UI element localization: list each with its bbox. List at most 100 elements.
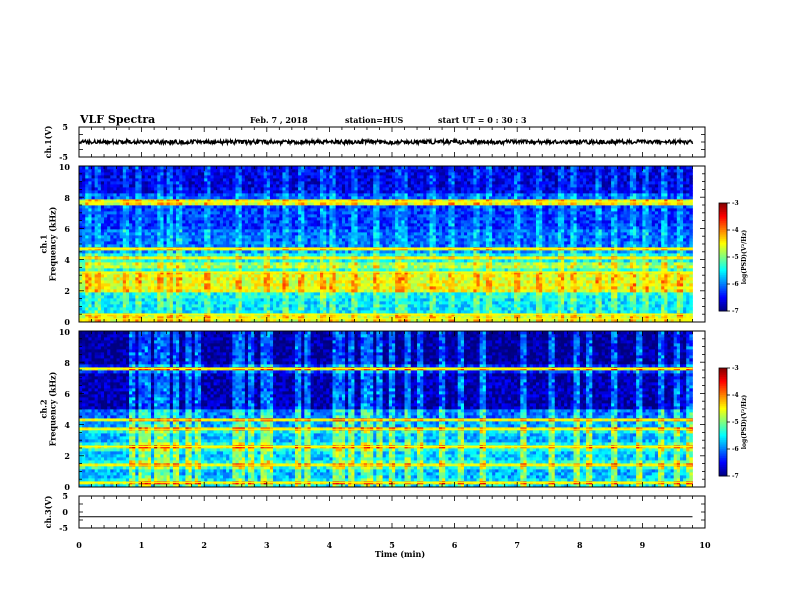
ch1-spectrogram-cell xyxy=(313,274,318,278)
ch1-spectrogram-cell xyxy=(204,181,208,185)
ch1-spectrogram-cell xyxy=(263,166,268,170)
ch1-spectrogram-cell xyxy=(320,232,324,236)
ch1-spectrogram-cell xyxy=(150,304,155,308)
ch1-spectrogram-cell xyxy=(260,169,265,173)
ch1-spectrogram-cell xyxy=(294,220,299,224)
ch1-spectrogram-cell xyxy=(285,166,290,170)
ch1-spectrogram-cell xyxy=(348,202,352,206)
ch1-spectrogram-cell xyxy=(313,301,318,305)
ch1-spectrogram-cell xyxy=(254,307,258,311)
ch1-spectrogram-cell xyxy=(172,292,177,296)
ch1-spectrogram-cell xyxy=(172,310,177,314)
ch1-spectrogram-cell xyxy=(241,175,246,179)
ch1-spectrogram-cell xyxy=(110,250,114,254)
ch1-spectrogram-cell xyxy=(323,295,327,299)
ch1-spectrogram-cell xyxy=(197,277,202,281)
ch1-spectrogram-cell xyxy=(197,286,202,290)
ch1-spectrogram-cell xyxy=(307,172,312,176)
ch1-spectrogram-cell xyxy=(288,169,293,173)
ch1-spectrogram-cell xyxy=(338,277,343,281)
ch1-spectrogram-cell xyxy=(197,232,202,236)
ch1-spectrogram-cell xyxy=(116,253,121,257)
ch1-spectrogram-cell xyxy=(163,184,168,188)
ch1-spectrogram-cell xyxy=(244,175,249,179)
ch1-spectrogram-cell xyxy=(269,178,274,182)
ch1-spectrogram-cell xyxy=(307,208,312,212)
ch1-spectrogram-cell xyxy=(191,241,196,245)
ch1-spectrogram-cell xyxy=(132,235,136,239)
ch1-spectrogram-cell xyxy=(332,265,337,269)
ch1-spectrogram-cell xyxy=(307,304,312,308)
ch1-spectrogram-cell xyxy=(351,268,355,272)
ch1-spectrogram-cell xyxy=(88,310,92,314)
ch1-spectrogram-cell xyxy=(116,214,121,218)
ch1-spectrogram-cell xyxy=(273,190,277,194)
ch1-spectrogram-cell xyxy=(113,214,117,218)
ch1-spectrogram-cell xyxy=(150,268,155,272)
ch1-spectrogram-cell xyxy=(304,196,308,200)
ch1-spectrogram-cell xyxy=(263,307,268,311)
ch1-spectrogram-cell xyxy=(291,172,296,176)
ch1-spectrogram-cell xyxy=(269,274,274,278)
ch1-spectrogram-cell xyxy=(82,268,86,272)
ch1-spectrogram-cell xyxy=(276,286,280,290)
ch1-spectrogram-cell xyxy=(332,289,337,293)
ch1-spectrogram-cell xyxy=(197,250,202,254)
ch1-spectrogram-cell xyxy=(135,265,139,269)
ch1-spectrogram-cell xyxy=(219,235,224,239)
ch1-spectrogram-cell xyxy=(279,205,283,209)
ch1-spectrogram-cell xyxy=(182,241,186,245)
ch1-spectrogram-cell xyxy=(138,259,142,263)
ch1-spectrogram-cell xyxy=(91,175,96,179)
ch1-spectrogram-cell xyxy=(119,259,124,263)
ch1-spectrogram-cell xyxy=(357,301,362,305)
ch1-spectrogram-cell xyxy=(326,319,330,323)
ch1-spectrogram-cell xyxy=(345,190,349,194)
ch1-spectrogram-cell xyxy=(197,244,202,248)
ch1-spectrogram-cell xyxy=(157,229,161,233)
ch1-spectrogram-cell xyxy=(307,301,312,305)
ch1-spectrogram-cell xyxy=(160,172,164,176)
ch1-spectrogram-cell xyxy=(169,265,174,269)
ch1-spectrogram-cell xyxy=(160,241,164,245)
ch1-spectrogram-cell xyxy=(213,205,218,209)
ch1-spectrogram-cell xyxy=(107,244,111,248)
ch1-spectrogram-cell xyxy=(316,205,321,209)
ch1-spectrogram-cell xyxy=(150,199,155,203)
ch1-spectrogram-cell xyxy=(282,307,286,311)
ch1-spectrogram-cell xyxy=(129,232,133,236)
ch1-spectrogram-cell xyxy=(366,289,371,293)
ch1-spectrogram-cell xyxy=(282,301,286,305)
ch1-spectrogram-cell xyxy=(182,202,186,206)
ch1-spectrogram-cell xyxy=(144,244,149,248)
ch1-spectrogram-cell xyxy=(360,274,365,278)
ch1-spectrogram-cell xyxy=(88,301,92,305)
ch1-spectrogram-cell xyxy=(125,217,130,221)
ch1-spectrogram-cell xyxy=(166,319,171,323)
ch1-spectrogram-cell xyxy=(166,166,171,170)
ch1-spectrogram-cell xyxy=(132,301,136,305)
ch1-spectrogram-cell xyxy=(222,310,227,314)
ch1-spectrogram-cell xyxy=(100,259,105,263)
ch1-spectrogram-cell xyxy=(351,286,355,290)
ch1-spectrogram-cell xyxy=(129,298,133,302)
ch1-spectrogram-cell xyxy=(107,298,111,302)
ch1-spectrogram-cell xyxy=(122,238,127,242)
ch1-spectrogram-cell xyxy=(235,208,240,212)
ch1-spectrogram-cell xyxy=(100,310,105,314)
ch1-spectrogram-cell xyxy=(94,178,99,182)
ch1-spectrogram-cell xyxy=(363,178,368,182)
ch1-spectrogram-cell xyxy=(107,196,111,200)
ch1-spectrogram-cell xyxy=(138,166,142,170)
ch1-spectrogram-cell xyxy=(232,280,236,284)
ch1-spectrogram-cell xyxy=(354,271,358,275)
ch1-spectrogram-cell xyxy=(279,265,283,269)
ch1-spectrogram-cell xyxy=(298,301,302,305)
ch1-spectrogram-cell xyxy=(332,229,337,233)
ch1-spectrogram-cell xyxy=(144,217,149,221)
ch1-spectrogram-cell xyxy=(85,259,89,263)
ch1-spectrogram-cell xyxy=(291,277,296,281)
ch1-spectrogram-cell xyxy=(163,274,168,278)
ch1-spectrogram-cell xyxy=(132,229,136,233)
ch1-spectrogram-cell xyxy=(116,280,121,284)
